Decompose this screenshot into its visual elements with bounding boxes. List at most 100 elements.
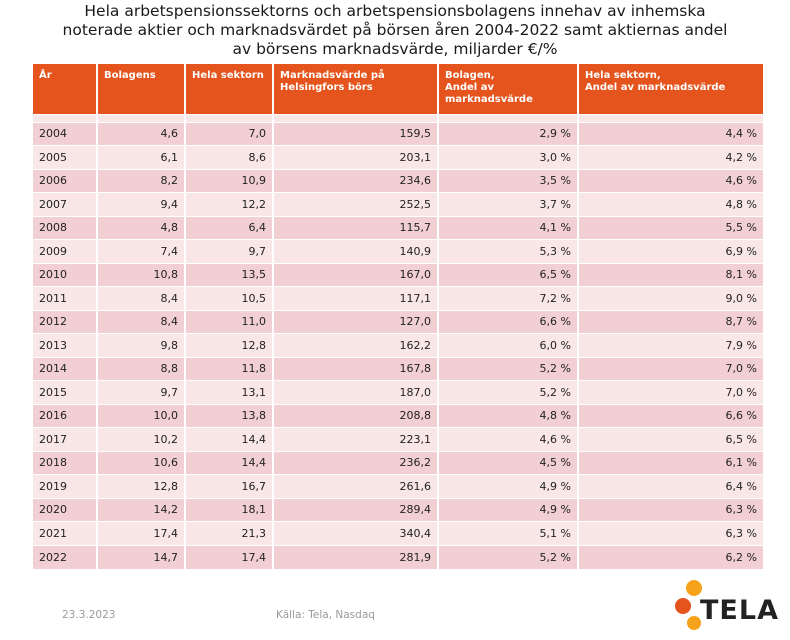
- cell-whole-sector: 18,1: [185, 497, 274, 522]
- cell-companies-share: 4,9 %: [438, 497, 579, 522]
- cell-whole-sector: 10,5: [185, 286, 274, 310]
- page-title: Hela arbetspensionssektorns och arbetspe…: [30, 2, 760, 59]
- cell-year: 2005: [33, 145, 98, 169]
- spacer-cell: [273, 113, 439, 122]
- cell-whole-sector: 7,0: [185, 121, 274, 146]
- logo-text: TELA: [700, 595, 779, 626]
- cell-whole-sector: 16,7: [185, 474, 274, 498]
- cell-year: 2009: [33, 239, 98, 263]
- table-body: 2004 4,6 7,0 159,5 2,9 % 4,4 % 2005 6,1 8,6 203,1…: [33, 113, 763, 569]
- table-row: 2004 4,6 7,0 159,5 2,9 % 4,4 %: [33, 121, 763, 146]
- cell-sector-share: 6,9 %: [578, 239, 763, 263]
- cell-whole-sector: 13,1: [185, 380, 274, 404]
- cell-market-value: 127,0: [273, 309, 439, 334]
- spacer-cell: [578, 113, 763, 122]
- header-companies-line: Bolagens: [104, 70, 156, 81]
- table-row: 2009 7,4 9,7 140,9 5,3 % 6,9 %: [33, 239, 763, 263]
- footer-date: 23.3.2023: [62, 609, 116, 621]
- cell-year: 2012: [33, 309, 98, 334]
- cell-companies: 10,6: [97, 450, 186, 475]
- table-row: 2017 10,2 14,4 223,1 4,6 % 6,5 %: [33, 427, 763, 451]
- cell-whole-sector: 6,4: [185, 215, 274, 240]
- header-companies-share-line: marknadsvärde: [445, 94, 533, 105]
- cell-whole-sector: 14,4: [185, 427, 274, 451]
- cell-companies: 10,0: [97, 403, 186, 428]
- cell-companies: 14,2: [97, 497, 186, 522]
- cell-companies: 8,2: [97, 168, 186, 193]
- cell-year: 2013: [33, 333, 98, 357]
- cell-market-value: 159,5: [273, 121, 439, 146]
- cell-companies: 7,4: [97, 239, 186, 263]
- cell-companies-share: 5,3 %: [438, 239, 579, 263]
- cell-companies: 9,8: [97, 333, 186, 357]
- table-row: 2013 9,8 12,8 162,2 6,0 % 7,9 %: [33, 333, 763, 357]
- header-whole-sector-line: Hela sektorn: [192, 70, 264, 81]
- table-row: 2012 8,4 11,0 127,0 6,6 % 8,7 %: [33, 309, 763, 334]
- cell-companies: 9,4: [97, 192, 186, 216]
- cell-sector-share: 6,6 %: [578, 403, 763, 428]
- header-companies-share-line: Bolagen,: [445, 70, 495, 81]
- header-companies: Bolagens: [97, 64, 186, 114]
- cell-market-value: 289,4: [273, 497, 439, 522]
- cell-companies-share: 2,9 %: [438, 121, 579, 146]
- cell-companies: 8,8: [97, 356, 186, 381]
- cell-sector-share: 7,0 %: [578, 356, 763, 381]
- cell-year: 2007: [33, 192, 98, 216]
- table-row: 2019 12,8 16,7 261,6 4,9 % 6,4 %: [33, 474, 763, 498]
- cell-companies: 12,8: [97, 474, 186, 498]
- cell-year: 2017: [33, 427, 98, 451]
- logo-dot-top: [686, 580, 702, 596]
- cell-whole-sector: 12,2: [185, 192, 274, 216]
- cell-year: 2014: [33, 356, 98, 381]
- cell-sector-share: 6,5 %: [578, 427, 763, 451]
- cell-year: 2004: [33, 121, 98, 146]
- cell-sector-share: 4,6 %: [578, 168, 763, 193]
- cell-companies-share: 5,1 %: [438, 521, 579, 545]
- cell-market-value: 167,0: [273, 262, 439, 287]
- header-companies-share-line: Andel av: [445, 82, 494, 93]
- cell-year: 2011: [33, 286, 98, 310]
- cell-year: 2018: [33, 450, 98, 475]
- cell-sector-share: 8,1 %: [578, 262, 763, 287]
- cell-companies: 4,8: [97, 215, 186, 240]
- cell-sector-share: 4,8 %: [578, 192, 763, 216]
- table-row: 2014 8,8 11,8 167,8 5,2 % 7,0 %: [33, 356, 763, 381]
- cell-sector-share: 5,5 %: [578, 215, 763, 240]
- cell-companies: 4,6: [97, 121, 186, 146]
- cell-year: 2006: [33, 168, 98, 193]
- cell-companies-share: 3,5 %: [438, 168, 579, 193]
- header-sector-share-line: Hela sektorn,: [585, 70, 661, 81]
- cell-sector-share: 6,4 %: [578, 474, 763, 498]
- table-row: 2016 10,0 13,8 208,8 4,8 % 6,6 %: [33, 403, 763, 428]
- tela-dots-logo-icon: [675, 580, 702, 630]
- cell-companies: 10,8: [97, 262, 186, 287]
- table-row: 2007 9,4 12,2 252,5 3,7 % 4,8 %: [33, 192, 763, 216]
- cell-whole-sector: 12,8: [185, 333, 274, 357]
- cell-companies-share: 6,6 %: [438, 309, 579, 334]
- logo-dot-left: [675, 598, 691, 614]
- cell-market-value: 162,2: [273, 333, 439, 357]
- cell-year: 2020: [33, 497, 98, 522]
- cell-companies-share: 7,2 %: [438, 286, 579, 310]
- cell-market-value: 140,9: [273, 239, 439, 263]
- table-row: 2005 6,1 8,6 203,1 3,0 % 4,2 %: [33, 145, 763, 169]
- table-header-row: År Bolagens Hela sektorn Marknadsvärde på He…: [33, 64, 763, 114]
- cell-sector-share: 6,1 %: [578, 450, 763, 475]
- header-year: År: [33, 64, 98, 114]
- cell-year: 2008: [33, 215, 98, 240]
- spacer-cell: [97, 113, 186, 122]
- cell-companies-share: 4,5 %: [438, 450, 579, 475]
- cell-companies-share: 6,0 %: [438, 333, 579, 357]
- table-row: 2006 8,2 10,9 234,6 3,5 % 4,6 %: [33, 168, 763, 193]
- cell-year: 2010: [33, 262, 98, 287]
- cell-sector-share: 7,0 %: [578, 380, 763, 404]
- cell-market-value: 261,6: [273, 474, 439, 498]
- cell-market-value: 187,0: [273, 380, 439, 404]
- header-market-value: Marknadsvärde på Helsingfors börs: [273, 64, 439, 114]
- table-row: 2010 10,8 13,5 167,0 6,5 % 8,1 %: [33, 262, 763, 287]
- table-row: 2011 8,4 10,5 117,1 7,2 % 9,0 %: [33, 286, 763, 310]
- header-sector-share: Hela sektorn, Andel av marknadsvärde: [578, 64, 763, 114]
- cell-companies: 10,2: [97, 427, 186, 451]
- cell-market-value: 340,4: [273, 521, 439, 545]
- cell-companies: 17,4: [97, 521, 186, 545]
